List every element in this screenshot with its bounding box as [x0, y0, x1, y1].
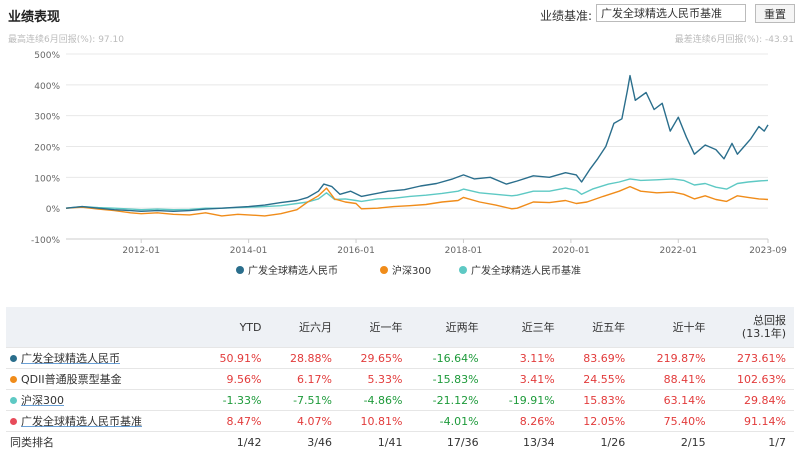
table-cell: 88.41% — [633, 369, 713, 390]
rank-cell: 17/36 — [411, 432, 487, 452]
table-cell: 91.14% — [714, 411, 794, 432]
table-cell: -21.12% — [411, 390, 487, 411]
row-name-cell: 沪深300 — [6, 390, 199, 411]
row-dot-icon — [10, 376, 17, 383]
legend-marker — [236, 266, 244, 274]
row-dot-icon — [10, 418, 17, 425]
x-tick-label: 2018-01 — [445, 246, 483, 256]
rank-cell: 1/42 — [199, 432, 270, 452]
header-total-years: (13.1年) — [742, 327, 786, 340]
row-name-label[interactable]: 沪深300 — [21, 394, 64, 407]
header-cell-5y: 近五年 — [563, 307, 634, 348]
table-cell: 219.87% — [633, 348, 713, 369]
x-tick-label: 2020-01 — [552, 246, 590, 256]
header-cell-total: 总回报 (13.1年) — [714, 307, 794, 348]
table-cell: -4.86% — [340, 390, 411, 411]
y-tick-label: 0% — [46, 205, 61, 215]
returns-table: YTD 近六月 近一年 近两年 近三年 近五年 近十年 总回报 (13.1年) … — [6, 307, 794, 452]
legend-label: 广发全球精选人民币 — [248, 264, 338, 277]
table-cell: 29.84% — [714, 390, 794, 411]
header-cell-2y: 近两年 — [411, 307, 487, 348]
table-cell: 3.11% — [487, 348, 563, 369]
table-cell: 24.55% — [563, 369, 634, 390]
y-tick-label: 300% — [34, 113, 60, 123]
rank-cell: 3/46 — [270, 432, 341, 452]
rank-cell: 1/41 — [340, 432, 411, 452]
row-name-cell: 广发全球精选人民币基准 — [6, 411, 199, 432]
x-tick-label: 2012-01 — [122, 246, 160, 256]
header-cell-1y: 近一年 — [340, 307, 411, 348]
header-cell-ytd: YTD — [199, 307, 270, 348]
table-cell: 4.07% — [270, 411, 341, 432]
x-tick-label: 2022-01 — [659, 246, 697, 256]
header: 业绩表现 业绩基准: 重置 — [0, 0, 800, 30]
table-cell: 6.17% — [270, 369, 341, 390]
reset-button[interactable]: 重置 — [755, 4, 795, 23]
table-cell: 28.88% — [270, 348, 341, 369]
legend-label: 沪深300 — [392, 264, 431, 277]
table-cell: 12.05% — [563, 411, 634, 432]
table-cell: 9.56% — [199, 369, 270, 390]
rank-cell: 1/7 — [714, 432, 794, 452]
table-header-row: YTD 近六月 近一年 近两年 近三年 近五年 近十年 总回报 (13.1年) — [6, 307, 794, 348]
y-tick-label: 400% — [34, 82, 60, 92]
table-cell: 102.63% — [714, 369, 794, 390]
table-cell: 75.40% — [633, 411, 713, 432]
table-cell: -19.91% — [487, 390, 563, 411]
table-cell: -4.01% — [411, 411, 487, 432]
table-cell: 3.41% — [487, 369, 563, 390]
table-row: 广发全球精选人民币 50.91%28.88%29.65%-16.64%3.11%8… — [6, 348, 794, 369]
x-tick-label: 2014-01 — [230, 246, 268, 256]
row-name-cell: 广发全球精选人民币 — [6, 348, 199, 369]
row-name-label[interactable]: 广发全球精选人民币基准 — [21, 415, 142, 428]
benchmark-label: 业绩基准: — [540, 7, 592, 24]
y-tick-label: 100% — [34, 174, 60, 184]
legend-marker — [459, 266, 467, 274]
table-cell: -1.33% — [199, 390, 270, 411]
table-cell: 10.81% — [340, 411, 411, 432]
benchmark-input[interactable] — [596, 4, 746, 22]
y-tick-label: 200% — [34, 144, 60, 154]
header-cell-6m: 近六月 — [270, 307, 341, 348]
table-cell: 15.83% — [563, 390, 634, 411]
rank-cell: 2/15 — [633, 432, 713, 452]
page-title: 业绩表现 — [8, 6, 60, 25]
table-cell: 273.61% — [714, 348, 794, 369]
row-dot-icon — [10, 355, 17, 362]
table-cell: -7.51% — [270, 390, 341, 411]
table-row: QDII普通股票型基金 9.56%6.17%5.33%-15.83%3.41%24… — [6, 369, 794, 390]
legend-marker — [380, 266, 388, 274]
header-cell-3y: 近三年 — [487, 307, 563, 348]
y-tick-label: -100% — [31, 236, 60, 246]
table-cell: 83.69% — [563, 348, 634, 369]
table-cell: 63.14% — [633, 390, 713, 411]
header-cell-10y: 近十年 — [633, 307, 713, 348]
x-tick-label: 2023-09 — [749, 246, 787, 256]
table-cell: 29.65% — [340, 348, 411, 369]
table-cell: -16.64% — [411, 348, 487, 369]
table-cell: 50.91% — [199, 348, 270, 369]
table-row: 沪深300 -1.33%-7.51%-4.86%-21.12%-19.91%15.… — [6, 390, 794, 411]
performance-chart: 500% 400% 300% 200% 100% 0% -100% 2012-01 2014-0… — [0, 40, 800, 300]
table-cell: -15.83% — [411, 369, 487, 390]
rank-cell: 1/26 — [563, 432, 634, 452]
row-name-label[interactable]: 广发全球精选人民币 — [21, 352, 120, 365]
table-cell: 5.33% — [340, 369, 411, 390]
x-tick-label: 2016-01 — [337, 246, 375, 256]
row-name-label: QDII普通股票型基金 — [21, 373, 122, 386]
header-total-label: 总回报 — [753, 314, 786, 327]
row-dot-icon — [10, 397, 17, 404]
series-line — [66, 76, 768, 212]
rank-cell: 13/34 — [487, 432, 563, 452]
legend-label: 广发全球精选人民币基准 — [471, 264, 581, 277]
y-tick-label: 500% — [34, 51, 60, 61]
header-cell-name — [6, 307, 199, 348]
table-row: 广发全球精选人民币基准 8.47%4.07%10.81%-4.01%8.26%12… — [6, 411, 794, 432]
rank-label: 同类排名 — [6, 432, 199, 452]
table-cell: 8.47% — [199, 411, 270, 432]
table-cell: 8.26% — [487, 411, 563, 432]
row-name-cell: QDII普通股票型基金 — [6, 369, 199, 390]
